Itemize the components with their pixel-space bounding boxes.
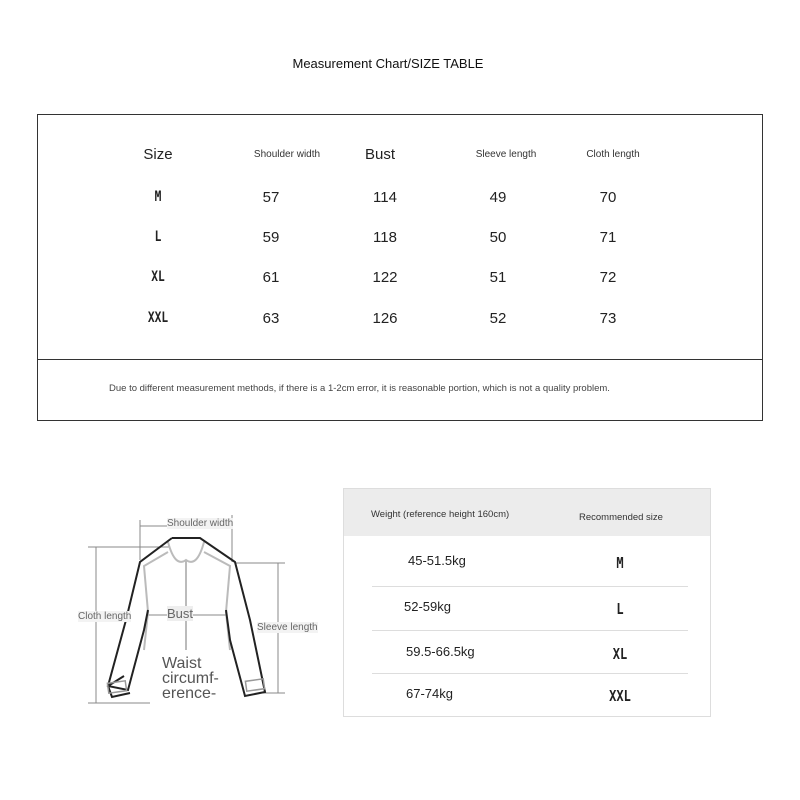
cell-weight: 52-59kg	[404, 599, 451, 614]
waist-line-1: Waist	[162, 655, 202, 672]
label-shoulder-width: Shoulder width	[167, 518, 234, 529]
cell-recommended-size: M	[616, 554, 624, 572]
table-divider	[37, 359, 763, 360]
label-bust: Bust	[167, 606, 194, 621]
label-waist-circumference: Waist circumf- erence-	[156, 654, 225, 703]
cell-shoulder-width: 59	[262, 229, 280, 246]
cell-size: XXL	[147, 310, 169, 326]
page-title: Measurement Chart/SIZE TABLE	[292, 56, 484, 71]
header-recommended-size: Recommended size	[579, 512, 663, 523]
header-size: Size	[143, 146, 173, 163]
cell-bust: 122	[372, 269, 398, 286]
cell-bust: 114	[373, 189, 397, 206]
cell-sleeve-length: 50	[489, 229, 507, 246]
label-cloth-length: Cloth length	[78, 611, 132, 622]
header-cloth-length: Cloth length	[586, 149, 640, 160]
cell-sleeve-length: 51	[489, 269, 507, 286]
cell-weight: 45-51.5kg	[408, 553, 466, 568]
cell-shoulder-width: 61	[262, 269, 280, 286]
cell-cloth-length: 70	[599, 189, 617, 206]
waist-line-2: circumf-	[162, 670, 219, 687]
row-divider	[372, 630, 688, 631]
cell-bust: 126	[372, 310, 398, 327]
cell-size: M	[154, 189, 162, 205]
shirt-diagram: Shoulder width Cloth length Bust Sleeve …	[60, 500, 340, 720]
cell-size: XL	[151, 269, 165, 285]
header-bust: Bust	[364, 146, 396, 163]
cell-cloth-length: 72	[599, 269, 617, 286]
cell-sleeve-length: 49	[489, 189, 507, 206]
waist-line-3: erence-	[162, 685, 217, 702]
cell-cloth-length: 71	[599, 229, 617, 246]
header-weight: Weight (reference height 160cm)	[371, 509, 510, 520]
cell-recommended-size: L	[616, 600, 624, 618]
row-divider	[372, 586, 688, 587]
cell-recommended-size: XXL	[609, 687, 631, 705]
label-sleeve-length: Sleeve length	[257, 622, 318, 633]
header-sleeve-length: Sleeve length	[475, 149, 537, 160]
cell-size: L	[154, 229, 162, 245]
cell-shoulder-width: 63	[262, 310, 280, 327]
measurement-note: Due to different measurement methods, if…	[109, 383, 610, 394]
cell-shoulder-width: 57	[262, 189, 280, 206]
weight-table-header	[344, 489, 710, 536]
size-table	[37, 114, 763, 421]
header-shoulder-width: Shoulder width	[253, 149, 321, 160]
row-divider	[372, 673, 688, 674]
cell-weight: 67-74kg	[406, 686, 453, 701]
cell-weight: 59.5-66.5kg	[406, 644, 475, 659]
cell-bust: 118	[373, 229, 397, 246]
cell-cloth-length: 73	[599, 310, 617, 327]
weight-table: Weight (reference height 160cm) Recommen…	[343, 488, 711, 717]
cell-sleeve-length: 52	[489, 310, 507, 327]
cell-recommended-size: XL	[612, 645, 628, 663]
